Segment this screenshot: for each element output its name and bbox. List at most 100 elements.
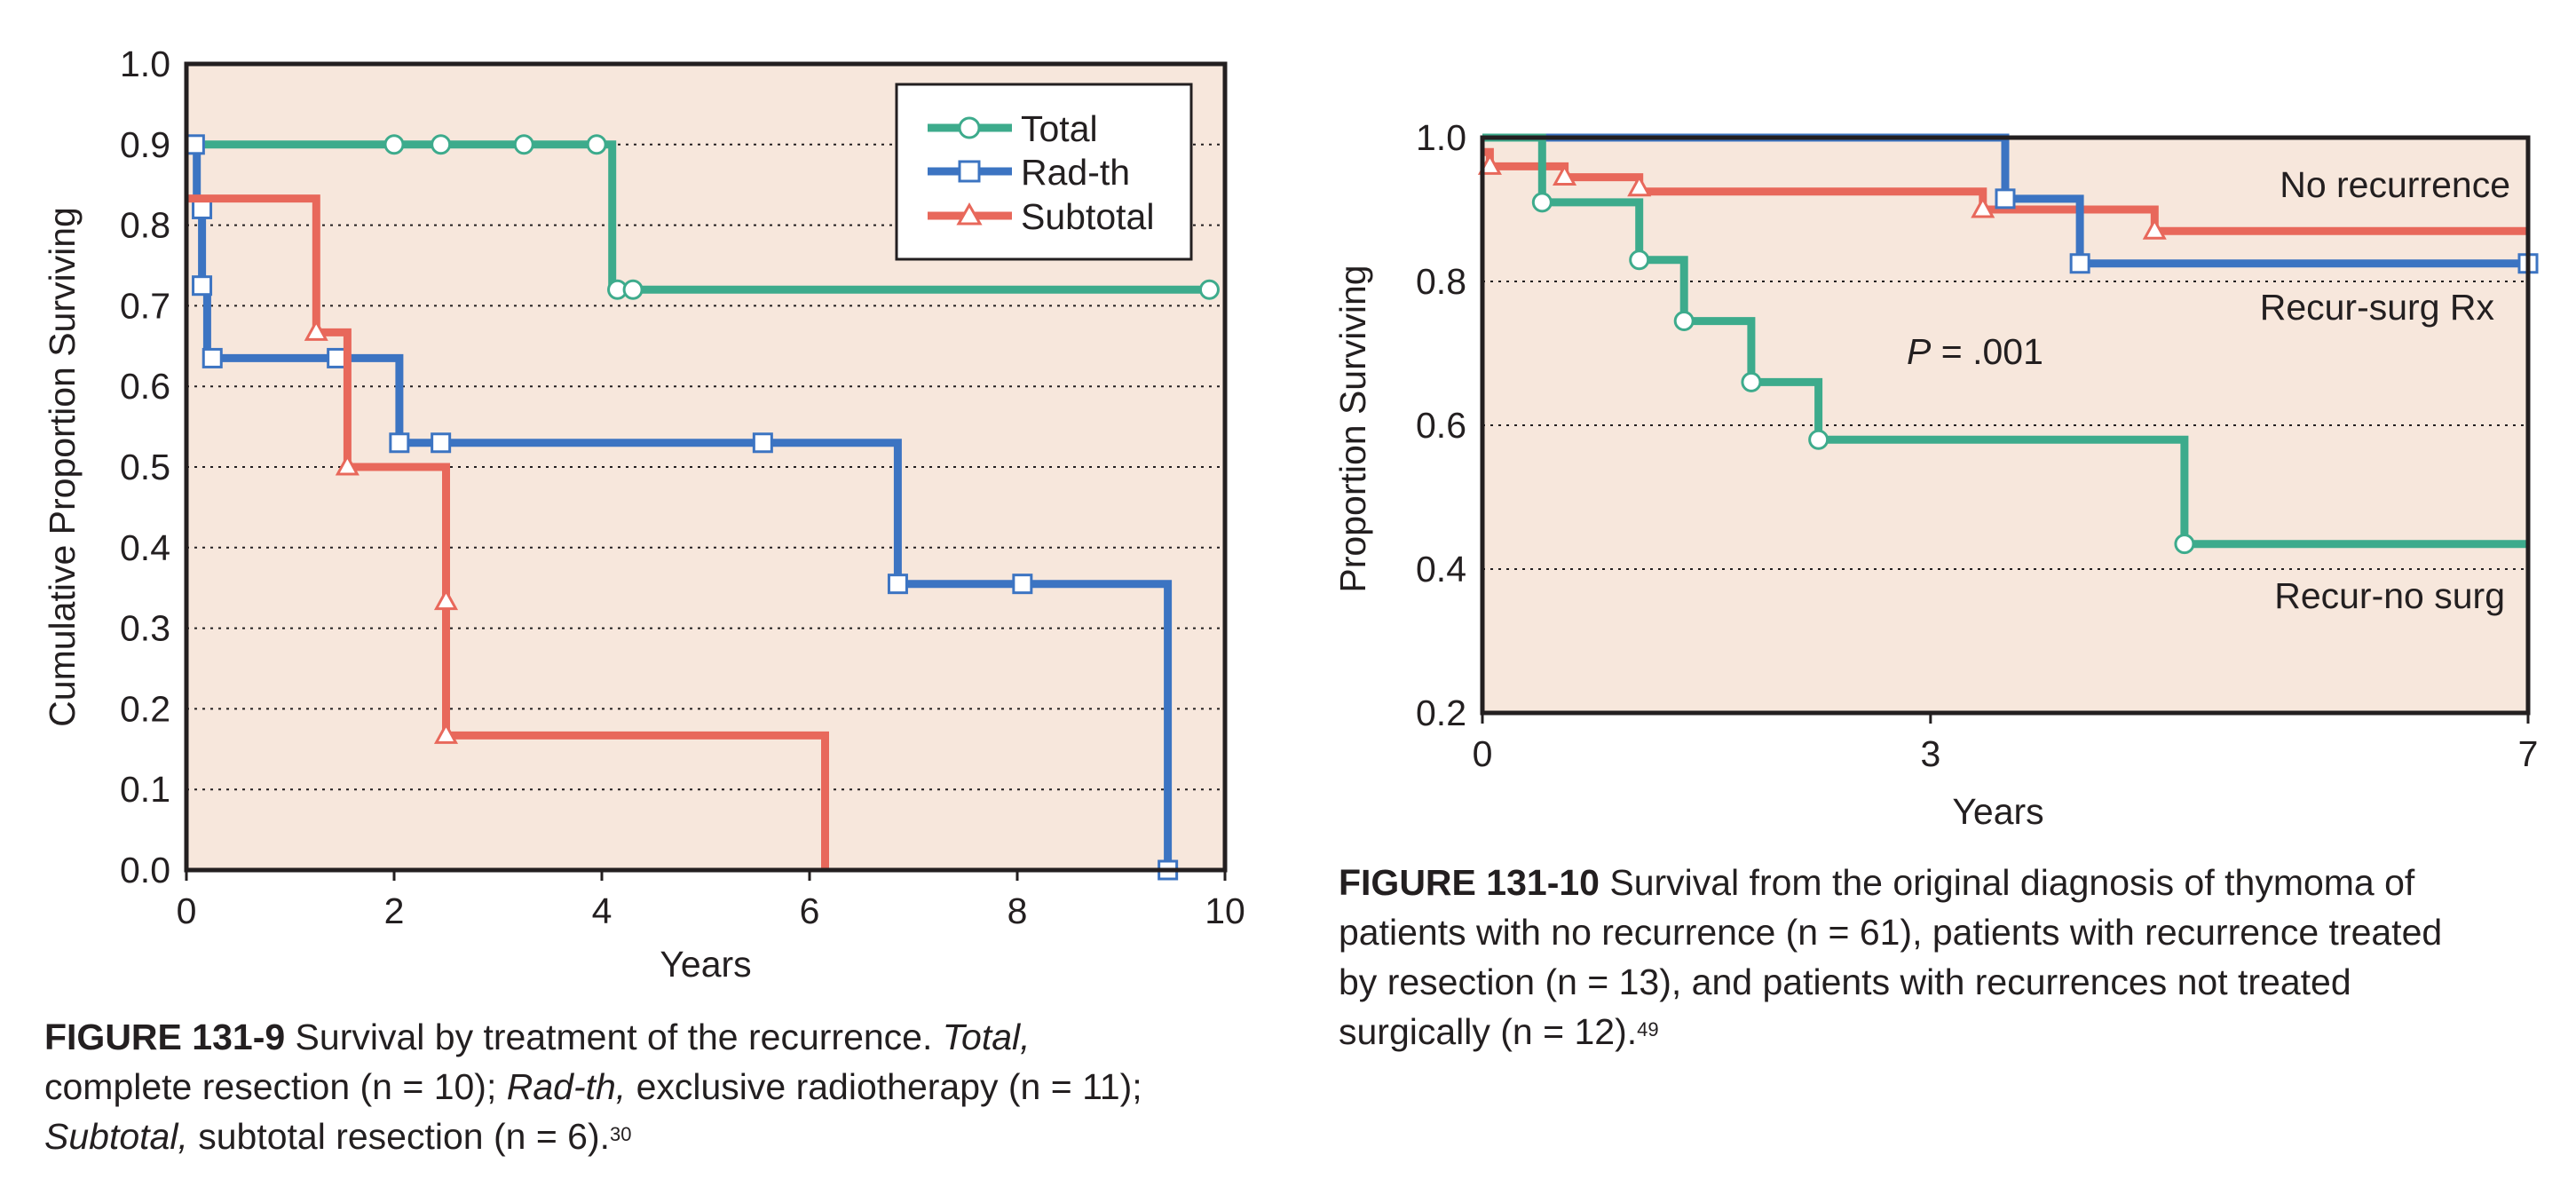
data-point-recur-no-surg: [1629, 249, 1650, 271]
chart-1: 0 2 4 6 8 10 0.0 0.1 0.2 0.3 0.4 0.5 0.6 0.7 0.8 0.9 1.…: [42, 44, 1245, 985]
series-total: [186, 134, 1220, 300]
caption-1-line-3: Subtotal, subtotal resection (n = 6).30: [44, 1112, 1287, 1161]
caption-1-em-subtotal: Subtotal,: [44, 1116, 188, 1157]
caption-1-text-2: complete resection (n = 10);: [44, 1066, 507, 1107]
caption-2-reference: 49: [1637, 1018, 1659, 1041]
chart-1-series: [184, 134, 1220, 881]
chart-1-y-tick-label: 0.9: [120, 124, 170, 165]
data-point-rad-th: [389, 432, 410, 454]
chart-1-y-tick-label: 1.0: [120, 44, 170, 84]
chart-1-y-axis-label: Cumulative Proportion Surviving: [42, 207, 83, 727]
series-rad-th: [184, 134, 1179, 881]
chart-1-x-axis-label: Years: [660, 944, 751, 985]
chart-2-y-tick-label: 1.0: [1416, 117, 1466, 158]
chart-2-y-tick-label: 0.2: [1416, 692, 1466, 733]
legend-marker-total: [958, 116, 981, 139]
data-point-no-recurrence: [1553, 163, 1577, 186]
caption-1-line-2: complete resection (n = 10); Rad-th, exc…: [44, 1062, 1287, 1112]
caption-2-line-4: surgically (n = 12).49: [1339, 1007, 2572, 1056]
chart-1-y-tick-label: 0.8: [120, 205, 170, 246]
data-point-no-recurrence: [1627, 174, 1652, 197]
data-point-total: [431, 134, 452, 155]
data-point-recur-no-surg: [1673, 311, 1695, 332]
chart-2-grid: [1482, 281, 2528, 570]
chart-1-x-tick-label: 10: [1205, 890, 1245, 931]
caption-1-text-3: exclusive radiotherapy (n = 11);: [626, 1066, 1142, 1107]
chart-1-y-tick-label: 0.2: [120, 688, 170, 729]
data-point-rad-th: [192, 275, 213, 297]
p-value-number: = .001: [1931, 331, 2043, 372]
caption-1-reference: 30: [610, 1123, 632, 1145]
caption-1-em-total: Total,: [942, 1017, 1031, 1057]
data-point-rad-th: [327, 347, 348, 368]
series-subtotal: [186, 194, 829, 870]
data-point-total: [586, 134, 607, 155]
data-point-rad-th: [201, 347, 223, 368]
series-label-no-recurrence: No recurrence: [2280, 164, 2510, 205]
series-recur-no-surg: [1482, 133, 2528, 555]
data-point-recur-no-surg: [1808, 429, 1829, 450]
data-point-recur-no-surg: [2174, 534, 2195, 555]
data-point-subtotal: [335, 453, 360, 476]
chart-1-x-tick-label: 0: [177, 890, 197, 931]
chart-2-x-tick-label: 7: [2518, 733, 2539, 774]
chart-1-x-ticks: 0 2 4 6 8 10: [177, 870, 1245, 931]
chart-2-y-axis-label: Proportion Surviving: [1332, 265, 1373, 592]
data-point-no-recurrence: [1477, 153, 1502, 175]
legend-item-total: Total: [928, 108, 1098, 149]
caption-1-text-4: subtotal resection (n = 6).: [187, 1116, 611, 1157]
data-point-total: [513, 134, 534, 155]
legend-marker-subtotal: [956, 202, 983, 226]
caption-2-text-1: Survival from the original diagnosis of …: [1599, 862, 2415, 903]
chart-1-y-tick-label: 0.3: [120, 608, 170, 649]
chart-1-y-tick-label: 0.6: [120, 366, 170, 407]
caption-1-em-radth: Rad-th,: [506, 1066, 627, 1107]
series-label-recur-no-surg: Recur-no surg: [2274, 575, 2505, 616]
chart-2-y-ticks: 0.2 0.4 0.6 0.8 1.0: [1416, 117, 1466, 733]
chart-2-y-tick-label: 0.6: [1416, 405, 1466, 446]
legend-label-subtotal: Subtotal: [1021, 196, 1154, 237]
caption-1-text-1: Survival by treatment of the recurrence.: [285, 1017, 943, 1057]
caption-figure-131-9: FIGURE 131-9 Survival by treatment of th…: [44, 1012, 1287, 1161]
p-value-symbol: P: [1907, 331, 1932, 372]
legend-item-subtotal: Subtotal: [928, 196, 1154, 237]
data-point-subtotal: [304, 319, 328, 341]
caption-1-figure-number: FIGURE 131-9: [44, 1017, 286, 1057]
chart-2-plot-frame: [1480, 135, 2531, 716]
data-point-no-recurrence: [2142, 218, 2167, 240]
chart-2-x-tick-label: 0: [1473, 733, 1493, 774]
chart-1-x-tick-label: 2: [384, 890, 405, 931]
chart-2-y-tick-label: 0.8: [1416, 261, 1466, 302]
caption-2-line-1: FIGURE 131-10 Survival from the original…: [1339, 858, 2572, 907]
caption-2-line-2: patients with no recurrence (n = 61), pa…: [1339, 912, 2443, 953]
chart-2-y-tick-label: 0.4: [1416, 549, 1466, 590]
data-point-recur-surg-rx: [1995, 188, 2016, 210]
chart-1-x-tick-label: 6: [800, 890, 820, 931]
data-point-total: [383, 134, 405, 155]
chart-2: 0 3 7 0.2 0.4 0.6 0.8 1.0 Years Proportion Sur…: [1332, 117, 2539, 832]
chart-2-x-axis-label: Years: [1952, 791, 2043, 832]
data-point-rad-th: [752, 432, 773, 454]
chart-1-y-tick-label: 0.4: [120, 527, 170, 568]
data-point-recur-no-surg: [1531, 192, 1553, 213]
data-point-rad-th: [1012, 574, 1033, 595]
series-label-recur-surg-rx: Recur-surg Rx: [2260, 287, 2495, 328]
chart-1-y-tick-label: 0.1: [120, 769, 170, 810]
data-point-rad-th: [192, 198, 213, 219]
chart-1-y-tick-label: 0.5: [120, 447, 170, 487]
data-point-rad-th: [431, 432, 452, 454]
chart-1-plot-frame: [184, 61, 1228, 873]
data-point-rad-th: [887, 574, 908, 595]
data-point-recur-surg-rx: [2069, 253, 2090, 274]
caption-2-figure-number: FIGURE 131-10: [1339, 862, 1600, 903]
chart-2-x-ticks: 0 3 7: [1473, 713, 2539, 774]
chart-1-x-tick-label: 8: [1007, 890, 1028, 931]
caption-figure-131-10: FIGURE 131-10 Survival from the original…: [1339, 858, 2572, 1056]
data-point-no-recurrence: [1971, 195, 1995, 218]
caption-2-line-3: by resection (n = 13), and patients with…: [1339, 961, 2351, 1002]
chart-1-legend: Total Rad-th Subtotal: [895, 83, 1193, 261]
chart-1-y-ticks: 0.0 0.1 0.2 0.3 0.4 0.5 0.6 0.7 0.8 0.9 1.0: [120, 44, 170, 890]
chart-2-x-tick-label: 3: [1920, 733, 1940, 774]
data-point-recur-no-surg: [1741, 371, 1762, 392]
